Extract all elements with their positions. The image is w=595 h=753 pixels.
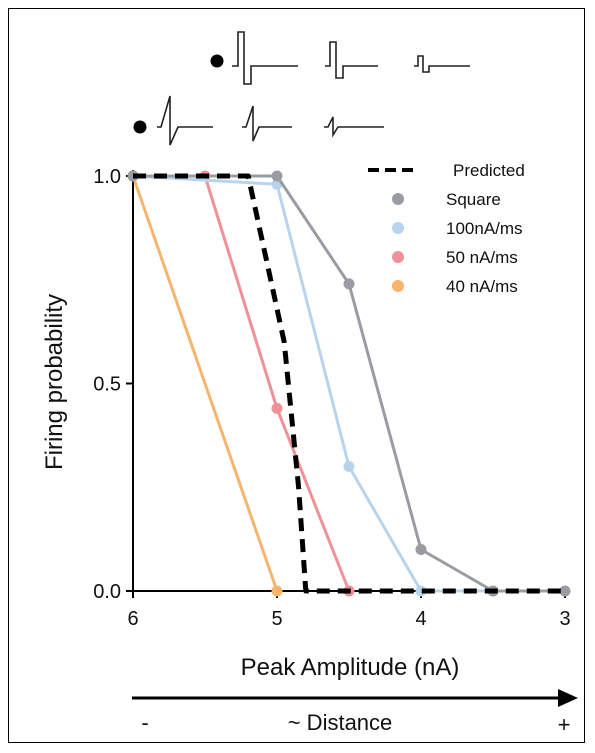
data-point [559,585,571,597]
series-line [133,174,565,593]
square-pulse-small-icon [414,55,470,73]
legend-swatch [392,222,404,234]
data-point [343,461,355,472]
square-pulse-icons [210,31,470,85]
legend-label: Square [446,190,501,209]
legend-label: 40 nA/ms [446,277,518,296]
data-point [415,544,427,555]
data-point [271,402,283,414]
electrode-dot-icon [210,54,224,68]
ramp-pulse-large-icon [157,95,213,146]
ramp-pulse-medium-icon [242,105,292,142]
series-predicted [133,173,565,594]
y-tick-label: 0.0 [93,581,121,603]
legend-label: 50 nA/ms [446,248,518,267]
figure-frame [8,8,585,743]
series-line [131,175,279,592]
arrow-head-icon [558,689,578,707]
x-tick-label: 3 [559,608,570,630]
distance-plus-label: + [558,712,571,737]
distance-label: ~ Distance [288,710,393,735]
ramp-pulse-icons [133,95,384,146]
legend-swatch [392,193,404,205]
y-tick-label: 1.0 [93,166,121,188]
data-point [415,585,427,597]
distance-minus-label: - [141,710,148,735]
electrode-dot-icon [133,120,147,134]
x-tick-label: 6 [127,608,138,630]
legend-swatch [392,280,404,292]
ramp-pulse-small-icon [324,116,384,138]
series-line [133,173,565,594]
series-layer [127,170,571,597]
series-line [133,174,351,592]
series-100na-ms [127,170,499,597]
x-axis-title: Peak Amplitude (nA) [241,654,460,681]
legend-label: Predicted [453,161,525,180]
legend-label: 100nA/ms [446,219,523,238]
x-tick-label: 4 [415,608,426,630]
distance-arrow [132,689,578,707]
axes: 0.0 0.5 1.0 6 5 4 3 [93,166,570,630]
y-axis-title: Firing probability [41,294,68,470]
x-tick-label: 5 [271,608,282,630]
square-pulse-medium-icon [325,41,378,79]
data-point [271,170,283,182]
legend-swatch [392,251,404,263]
data-point [343,278,355,290]
series-line [132,174,493,593]
legend: Predicted Square 100nA/ms 50 nA/ms 40 nA/ms [368,161,525,296]
series-50-na-ms [127,170,355,597]
square-pulse-large-icon [232,31,298,85]
data-point [271,585,283,597]
y-tick-label: 0.5 [93,374,121,396]
